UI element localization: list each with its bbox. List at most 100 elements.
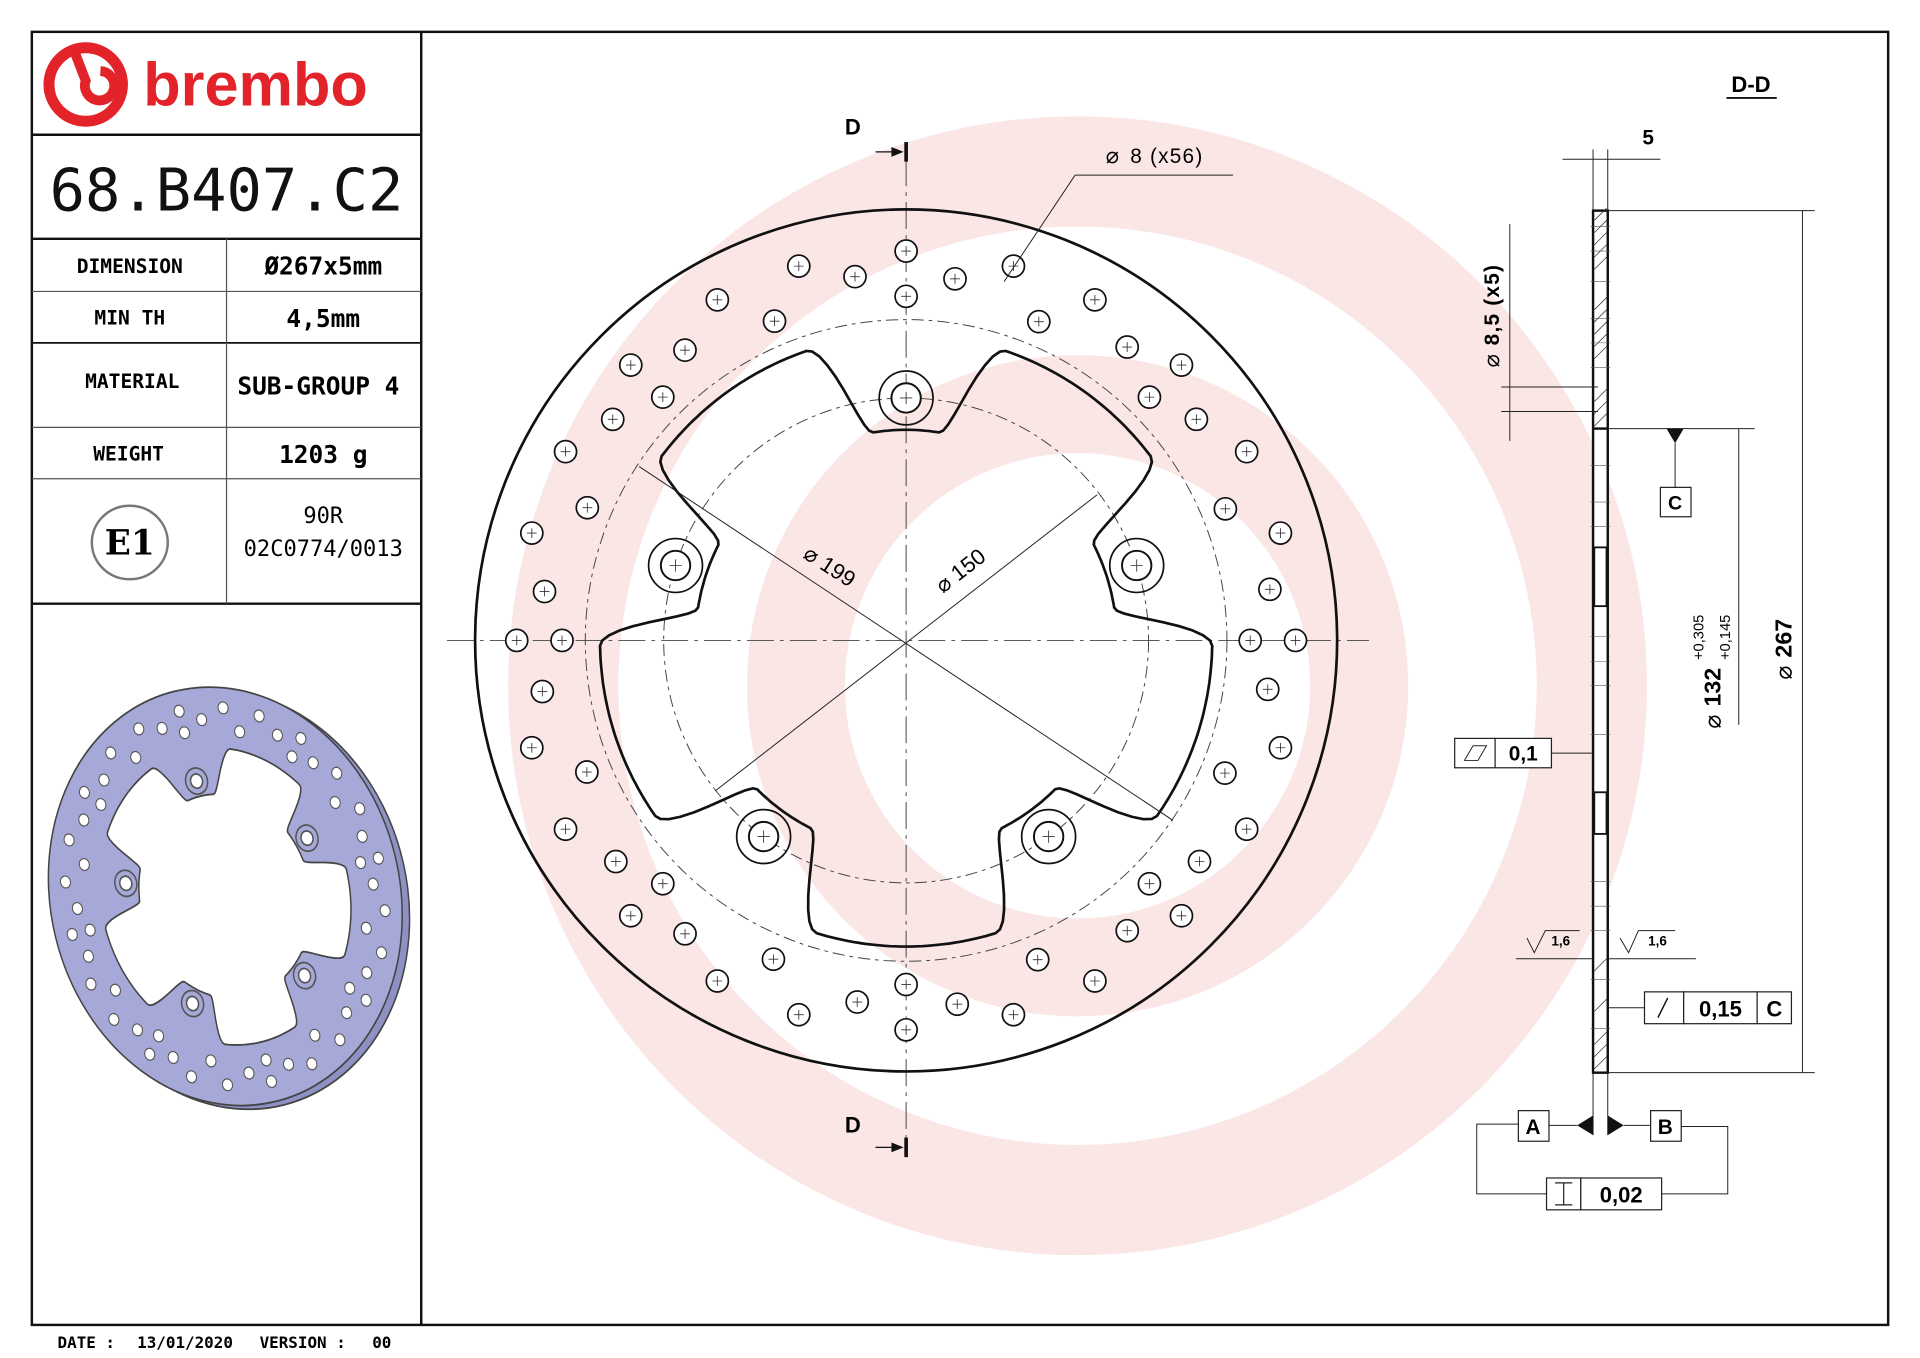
illustration-hole xyxy=(329,795,341,810)
drill-hole xyxy=(1238,628,1263,653)
drill-hole xyxy=(1083,287,1107,312)
spec-value-dimension: Ø267x5mm xyxy=(263,251,382,280)
section-hatch-line xyxy=(1594,256,1607,270)
e1-approval-mark xyxy=(90,504,169,581)
illustration-hole xyxy=(133,722,145,736)
section-hatch-line xyxy=(1594,413,1607,427)
drill-hole-center-mark xyxy=(1220,503,1231,514)
illustration-hole xyxy=(178,726,191,740)
drill-hole-center-mark xyxy=(560,824,571,835)
drill-hole-center-mark xyxy=(625,910,636,921)
drill-hole-center-mark xyxy=(607,414,618,425)
drill-hole xyxy=(1213,496,1238,521)
roughness-symbols: 1,6 1,6 xyxy=(1515,930,1696,960)
illustration-hole xyxy=(84,923,96,937)
bolt-boss-circle xyxy=(647,537,704,594)
bolt-hole-dia-symbol: ⌀ xyxy=(1479,354,1504,367)
drill-hole xyxy=(894,1017,918,1042)
drill-hole xyxy=(530,679,555,704)
drill-hole xyxy=(600,407,625,432)
drill-hole-center-mark xyxy=(769,316,780,327)
drill-hole xyxy=(845,990,870,1014)
dia-199-circle xyxy=(584,319,1228,962)
drill-hole xyxy=(1234,817,1259,842)
illustration-hole xyxy=(78,857,90,872)
illustration-hole xyxy=(185,1070,198,1084)
bolt-center-mark xyxy=(1130,559,1143,572)
drill-hole-center-mark xyxy=(1262,684,1273,695)
disc-illustration-face xyxy=(47,686,403,1107)
drill-hole xyxy=(1187,849,1212,874)
illustration-hole xyxy=(334,1033,346,1047)
drill-hole xyxy=(1026,309,1051,334)
illustration-hole xyxy=(354,856,367,870)
drill-hole-center-mark xyxy=(1008,261,1019,272)
drill-hole-center-mark xyxy=(850,271,860,282)
illustration-hole xyxy=(286,750,298,764)
drill-hole-center-mark xyxy=(1220,768,1230,779)
datum-c-label: C xyxy=(1668,492,1682,514)
drill-hole xyxy=(1025,947,1050,972)
bolt-center-mark xyxy=(669,559,682,572)
spec-label-min-th: MIN TH xyxy=(94,307,165,330)
disc-front-view: ⌀ 199 ⌀ 150 ⌀ 8 (x56) D D xyxy=(446,115,1369,1158)
drill-hole-center-mark xyxy=(526,742,537,753)
drill-hole-center-mark xyxy=(1032,954,1043,965)
drill-hole-center-mark xyxy=(582,502,593,513)
spec-label-material: MATERIAL xyxy=(85,370,179,393)
roughness-left: 1,6 xyxy=(1551,933,1570,948)
illustration-hole xyxy=(71,901,83,916)
section-hatch-line xyxy=(1594,232,1607,246)
illustration-hole xyxy=(63,833,75,847)
footer: DATE : 13/01/2020 VERSION : 00 xyxy=(58,1333,392,1352)
section-hatch-line xyxy=(1594,297,1607,311)
drill-hole-center-mark xyxy=(557,635,567,646)
drill-hole xyxy=(943,266,967,291)
spec-label-weight: WEIGHT xyxy=(93,442,164,465)
section-title: D-D xyxy=(1731,72,1770,97)
bore-dia-label: 132 xyxy=(1699,668,1725,707)
holes-label: 8 (x56) xyxy=(1130,145,1203,168)
drill-hole-center-mark xyxy=(1122,342,1133,352)
version-value: 00 xyxy=(372,1333,391,1352)
illustration-bolt-hole xyxy=(119,875,133,892)
bolt-hole xyxy=(1108,537,1165,594)
drill-hole-center-mark xyxy=(1090,294,1100,305)
drill-hole-center-mark xyxy=(1033,316,1044,327)
drill-hole xyxy=(603,849,628,874)
version-label: VERSION : xyxy=(260,1333,346,1352)
drill-hole xyxy=(1115,335,1140,359)
drill-hole xyxy=(1169,903,1194,928)
illustration-hole xyxy=(354,802,366,816)
illustration-hole xyxy=(66,927,78,942)
drill-hole-center-mark xyxy=(680,345,690,356)
illustration-hole xyxy=(59,875,72,889)
illustration-hole xyxy=(82,949,94,963)
drill-hole xyxy=(786,1002,811,1027)
section-hatch-line xyxy=(1594,998,1607,1012)
section-hatch-line xyxy=(1594,334,1607,347)
bolt-boss-circle xyxy=(735,808,792,865)
drill-hole xyxy=(650,385,675,410)
parallelism-value: 0,02 xyxy=(1600,1182,1643,1207)
outer-dia-label: 267 xyxy=(1770,619,1796,658)
drill-hole-center-mark xyxy=(1191,414,1202,425)
illustration-hole xyxy=(95,797,107,812)
thickness-label: 5 xyxy=(1642,127,1654,150)
illustration-hole xyxy=(309,1028,321,1042)
drill-hole-center-mark xyxy=(1241,446,1252,457)
flatness-icon xyxy=(1463,745,1488,761)
illustration-bolt-hole xyxy=(185,995,200,1012)
illustration-hole xyxy=(331,766,343,780)
title-block: brembo 68.B407.C2 DIMENSION Ø267x5mm MIN… xyxy=(31,42,422,605)
illustration-hole xyxy=(153,1029,165,1043)
illustration-hole xyxy=(367,877,379,891)
drill-hole xyxy=(519,521,544,545)
brembo-logo-text: brembo xyxy=(143,50,368,118)
illustration-hole xyxy=(375,946,388,960)
drill-hole-center-mark xyxy=(560,446,571,457)
drill-hole-center-mark xyxy=(952,999,963,1010)
drill-hole-center-mark xyxy=(657,878,668,889)
illustration-hole xyxy=(243,1066,255,1080)
